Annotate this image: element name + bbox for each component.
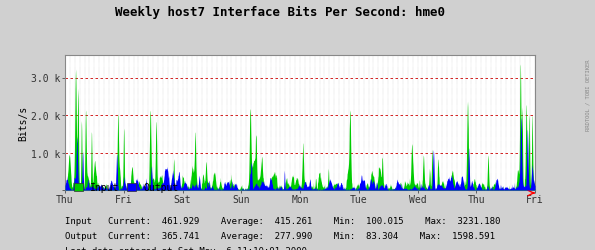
Text: Weekly host7 Interface Bits Per Second: hme0: Weekly host7 Interface Bits Per Second: … — [115, 6, 444, 19]
Text: RRDTOOL / TOBI OETIKER: RRDTOOL / TOBI OETIKER — [585, 60, 590, 130]
Legend: Input, Output: Input, Output — [70, 179, 183, 196]
Text: Input   Current:  461.929    Average:  415.261    Min:  100.015    Max:  3231.18: Input Current: 461.929 Average: 415.261 … — [65, 216, 500, 225]
Text: Output  Current:  365.741    Average:  277.990    Min:  83.304    Max:  1598.591: Output Current: 365.741 Average: 277.990… — [65, 231, 495, 240]
Text: Last data entered at Sat May  6 11:10:01 2000.: Last data entered at Sat May 6 11:10:01 … — [65, 246, 312, 250]
Y-axis label: Bits/s: Bits/s — [18, 106, 29, 140]
